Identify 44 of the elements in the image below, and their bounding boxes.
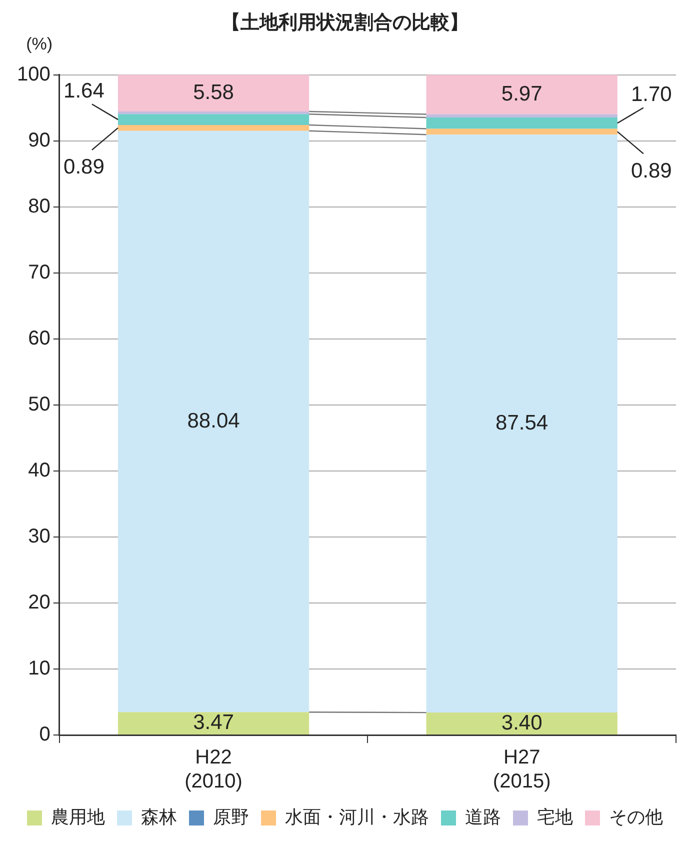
x-tick-label: H22 (2010) (184, 746, 242, 793)
bar (426, 118, 618, 129)
bar (426, 128, 618, 135)
data-label: 1.70 (630, 82, 672, 106)
legend-label: その他 (609, 806, 663, 827)
y-tick-label: 50 (28, 393, 50, 416)
y-tick-label: 80 (28, 195, 50, 218)
y-tick-label: 10 (28, 657, 50, 680)
bar (426, 114, 618, 118)
y-tick-label: 30 (28, 525, 50, 548)
x-tick-label: H27 (2015) (492, 746, 551, 793)
y-tick-label: 70 (28, 261, 50, 284)
bar (118, 74, 310, 112)
bar (426, 74, 618, 114)
bar (118, 712, 310, 734)
data-label: 88.04 (187, 409, 240, 432)
legend-label: 農用地 (51, 806, 105, 827)
bar (118, 130, 310, 712)
data-label: 3.47 (193, 711, 234, 734)
y-tick-label: 20 (28, 591, 50, 614)
bar (118, 112, 310, 114)
data-label: 5.97 (501, 82, 542, 106)
bar (426, 134, 618, 713)
legend-label: 原野 (213, 806, 249, 827)
y-tick-label: 90 (28, 129, 50, 152)
y-tick-label: 60 (28, 327, 50, 350)
legend-label: 宅地 (537, 806, 573, 827)
data-label: 5.58 (193, 80, 234, 104)
y-tick-label: 0 (39, 724, 50, 746)
bar (426, 712, 618, 734)
y-tick-label: 100 (16, 63, 50, 86)
chart-title: 【土地利用状況割合の比較】 (222, 12, 468, 34)
bar (118, 114, 310, 125)
legend-label: 森林 (141, 806, 177, 827)
data-label: 1.64 (64, 79, 105, 102)
data-label: 3.40 (501, 711, 542, 734)
legend-label: 道路 (465, 806, 501, 827)
bar (118, 124, 310, 131)
legend-label: 水面・河川・水路 (285, 806, 429, 827)
y-tick-label: 40 (28, 459, 50, 482)
data-label: 0.89 (630, 159, 672, 182)
y-axis-title: (%) (26, 34, 53, 54)
data-label: 0.89 (64, 156, 104, 179)
data-label: 87.54 (496, 411, 548, 434)
